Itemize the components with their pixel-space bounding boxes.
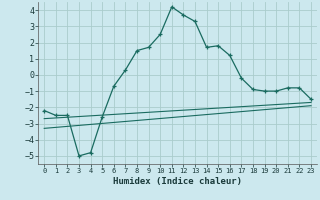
X-axis label: Humidex (Indice chaleur): Humidex (Indice chaleur) [113,177,242,186]
